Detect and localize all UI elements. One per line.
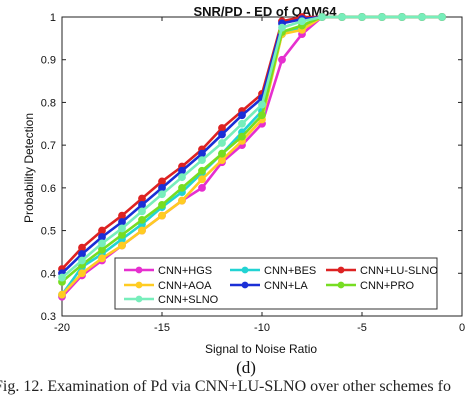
data-point xyxy=(198,166,206,175)
legend-item: CNN+PRO xyxy=(326,280,415,292)
data-point xyxy=(58,273,66,282)
data-point xyxy=(178,196,186,205)
y-axis-label: Probability Detection xyxy=(22,113,36,223)
data-point xyxy=(138,194,146,203)
data-point xyxy=(138,207,146,216)
legend-label: CNN+PRO xyxy=(360,280,415,292)
legend-label: CNN+HGS xyxy=(158,265,212,277)
data-point xyxy=(118,241,126,250)
data-point xyxy=(138,215,146,224)
data-point xyxy=(278,55,286,64)
data-point xyxy=(158,190,166,199)
legend-label: CNN+LA xyxy=(264,280,308,292)
legend-swatch-marker xyxy=(135,281,143,289)
legend-item: CNN+LU-SLNO xyxy=(326,265,438,277)
legend-swatch-marker xyxy=(241,266,249,274)
data-point xyxy=(438,13,446,21)
data-point xyxy=(218,156,226,164)
legend-label: CNN+AOA xyxy=(158,280,212,292)
data-point xyxy=(298,17,306,26)
data-point xyxy=(198,149,206,158)
y-tick-label: 1 xyxy=(50,12,56,24)
data-point xyxy=(98,254,106,263)
data-point xyxy=(258,100,266,109)
data-point xyxy=(258,111,266,120)
y-tick-label: 0.3 xyxy=(41,311,56,323)
data-point xyxy=(318,13,326,21)
data-point xyxy=(338,13,346,21)
legend-label: CNN+LU-SLNO xyxy=(360,265,438,277)
y-tick-label: 0.8 xyxy=(41,97,56,109)
legend-swatch-marker xyxy=(337,281,345,289)
x-tick-label: -10 xyxy=(254,322,270,334)
data-point xyxy=(178,166,186,175)
data-point xyxy=(238,132,246,141)
data-point xyxy=(98,233,106,241)
y-tick-label: 0.7 xyxy=(41,140,56,152)
legend-item: CNN+HGS xyxy=(124,265,212,277)
x-tick-label: 0 xyxy=(459,322,465,334)
data-point xyxy=(218,149,226,158)
y-tick-label: 0.5 xyxy=(41,226,56,238)
data-point xyxy=(198,156,206,164)
x-tick-label: -15 xyxy=(154,322,170,334)
data-point xyxy=(78,243,86,252)
legend-swatch-marker xyxy=(241,281,249,289)
data-point xyxy=(158,211,166,220)
legend-label: CNN+SLNO xyxy=(158,294,219,306)
data-point xyxy=(198,175,206,184)
x-tick-label: -20 xyxy=(54,322,70,334)
panel-label: (d) xyxy=(236,358,256,377)
data-point xyxy=(138,201,146,209)
data-point xyxy=(158,177,166,186)
x-tick-label: -5 xyxy=(357,322,367,334)
legend: CNN+HGS CNN+BES CNN+LU-SLNO CNN+AOA CNN+LA CN… xyxy=(114,257,438,310)
data-point xyxy=(238,119,246,128)
data-point xyxy=(198,183,206,192)
data-point xyxy=(398,13,406,21)
data-point xyxy=(178,183,186,192)
legend-item: CNN+SLNO xyxy=(124,294,219,306)
data-point xyxy=(418,13,426,21)
legend-swatch-marker xyxy=(337,266,345,274)
y-tick-label: 0.4 xyxy=(41,268,56,280)
data-point xyxy=(118,218,126,226)
series-lines xyxy=(58,13,446,301)
data-point xyxy=(58,290,66,299)
data-point xyxy=(178,173,186,182)
legend-label: CNN+BES xyxy=(264,265,316,277)
legend-item: CNN+LA xyxy=(230,280,308,292)
data-point xyxy=(118,230,126,239)
data-point xyxy=(98,226,106,235)
legend-swatch-marker xyxy=(135,295,143,303)
axes: -20 -15 -10 -5 0 0.3 0.4 0.5 0.6 0.7 0.8 0.9 1 xyxy=(41,12,465,334)
legend-swatch-marker xyxy=(135,266,143,274)
data-point xyxy=(218,139,226,147)
data-point xyxy=(78,269,86,278)
series-cnn-slno xyxy=(58,13,446,282)
y-tick-label: 0.6 xyxy=(41,183,56,195)
legend-item: CNN+BES xyxy=(230,265,316,277)
x-axis-label: Signal to Noise Ratio xyxy=(205,342,317,356)
data-point xyxy=(118,224,126,233)
y-tick-label: 0.9 xyxy=(41,55,56,67)
data-point xyxy=(378,13,386,21)
data-point xyxy=(78,256,86,265)
data-point xyxy=(98,239,106,248)
legend-box xyxy=(114,257,438,310)
figure-caption: Fig. 12. Examination of Pd via CNN+LU-SL… xyxy=(0,378,474,400)
data-point xyxy=(238,111,246,120)
data-point xyxy=(118,211,126,220)
caption-text: Fig. 12. Examination of Pd via CNN+LU-SL… xyxy=(0,378,451,395)
data-point xyxy=(358,13,366,21)
data-point xyxy=(158,183,166,192)
data-point xyxy=(78,250,86,258)
data-point xyxy=(98,245,106,254)
legend-item: CNN+AOA xyxy=(124,280,212,292)
data-point xyxy=(278,23,286,32)
data-point xyxy=(218,130,226,139)
data-point xyxy=(138,226,146,235)
data-point xyxy=(158,201,166,209)
